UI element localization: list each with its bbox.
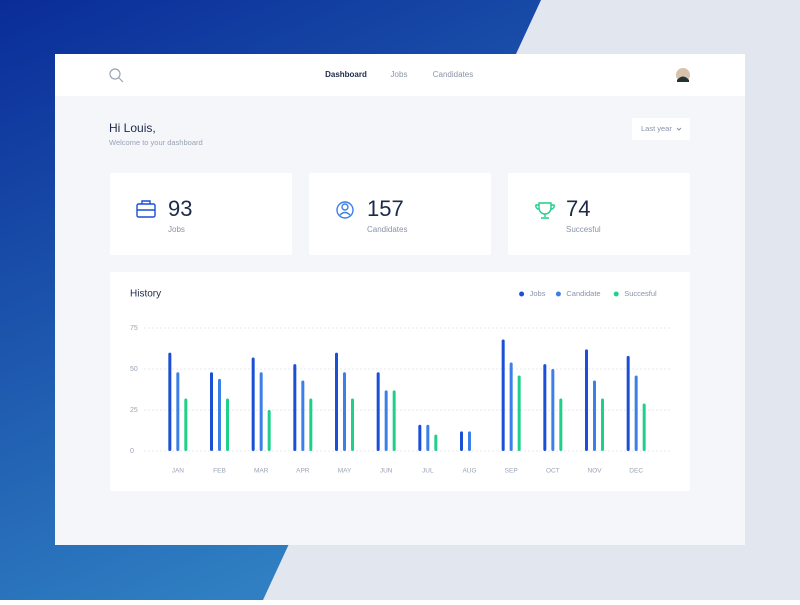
stat-value: 93 [168, 196, 192, 221]
legend-marker [613, 291, 619, 297]
stat-value: 74 [566, 196, 590, 221]
legend-marker [519, 291, 525, 297]
bar [259, 372, 263, 451]
bar [543, 364, 547, 451]
candidates-icon [336, 201, 354, 219]
bar [392, 390, 396, 451]
jobs-icon [136, 200, 156, 218]
bar [551, 369, 555, 451]
avatar[interactable] [676, 68, 690, 82]
stat-value: 157 [367, 196, 404, 221]
x-tick-label: NOV [587, 468, 602, 475]
bar [335, 352, 338, 451]
x-tick-label: JUL [422, 468, 434, 475]
chart: 0 25 50 75 Jobs Candidate Succesful JAN FEB MAR AP… [130, 289, 670, 475]
bar [634, 375, 638, 451]
bar [168, 352, 172, 451]
bar [267, 410, 271, 451]
bar [184, 398, 188, 451]
chart-card [110, 272, 690, 491]
nav-item[interactable]: Dashboard [325, 70, 367, 79]
y-tick-label: 0 [130, 448, 134, 455]
stat-label: Succesful [566, 225, 601, 234]
bar [210, 372, 213, 451]
trophy-icon [535, 202, 555, 219]
legend-marker [555, 291, 561, 297]
bar [343, 372, 346, 451]
stat-card [110, 173, 292, 255]
bar [559, 398, 563, 451]
bar [418, 424, 422, 451]
stat-label: Jobs [168, 225, 185, 234]
x-tick-label: AUG [462, 468, 476, 475]
x-tick-label: MAY [338, 468, 352, 475]
bar [509, 362, 513, 451]
filter-label: Last year [641, 124, 672, 133]
x-tick-label: JUN [380, 468, 393, 475]
nav-item[interactable]: Jobs [391, 70, 408, 79]
bar [426, 424, 430, 451]
legend-label: Candidate [566, 289, 600, 298]
bar [434, 434, 438, 451]
greeting-title: Hi Louis, [109, 121, 156, 135]
bar [601, 398, 604, 451]
x-tick-label: DEC [629, 468, 643, 475]
bar [642, 403, 646, 451]
x-tick-label: OCT [546, 468, 560, 475]
y-tick-label: 50 [130, 366, 138, 373]
x-tick-label: MAR [254, 468, 269, 475]
bar [626, 355, 630, 451]
bar [226, 398, 229, 451]
header [55, 54, 745, 96]
stat-card [508, 173, 690, 255]
bar [501, 339, 505, 451]
bar [593, 380, 596, 451]
legend-label: Jobs [530, 289, 546, 298]
stat-label: Candidates [367, 225, 407, 234]
bar [517, 375, 521, 451]
legend-label: Succesful [624, 289, 657, 298]
filter-dropdown[interactable]: Last year [632, 118, 690, 140]
bar [251, 357, 255, 451]
stat-card [309, 173, 491, 255]
greeting-subtitle: Welcome to your dashboard [109, 138, 203, 147]
bar [351, 398, 354, 451]
x-tick-label: FEB [213, 468, 226, 475]
bar [468, 431, 471, 451]
nav-item[interactable]: Candidates [433, 70, 473, 79]
bar [293, 364, 297, 451]
y-tick-label: 75 [130, 325, 138, 332]
bar [309, 398, 313, 451]
x-tick-label: APR [296, 468, 310, 475]
bar [460, 431, 463, 451]
x-tick-label: SEP [505, 468, 518, 475]
bar [376, 372, 380, 451]
bar [301, 380, 305, 451]
search-icon[interactable] [109, 68, 124, 83]
chart-title: History [130, 289, 161, 300]
bar [218, 378, 221, 451]
y-tick-label: 25 [130, 407, 138, 414]
bar [176, 372, 180, 451]
bar [384, 390, 388, 451]
x-tick-label: JAN [172, 468, 185, 475]
bar [585, 349, 588, 451]
